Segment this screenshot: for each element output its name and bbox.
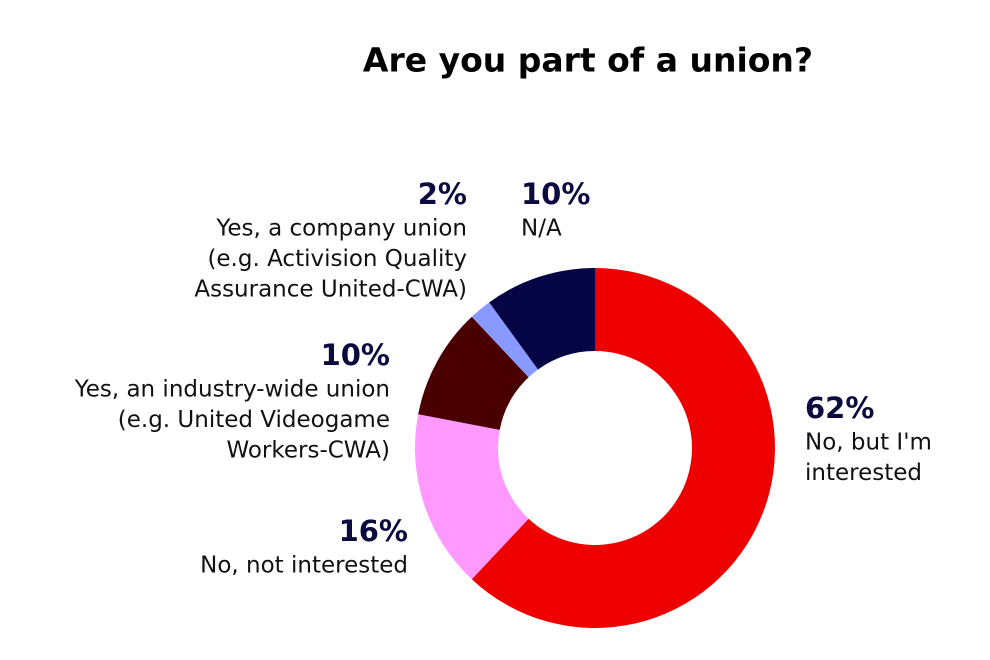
value-label: 2% xyxy=(418,177,467,211)
category-label: Assurance United-CWA) xyxy=(194,277,467,303)
donut-slice xyxy=(471,268,776,629)
donut-slice xyxy=(471,302,538,378)
category-label: (e.g. United Videogame xyxy=(118,407,390,433)
category-label: (e.g. Activision Quality xyxy=(207,246,467,272)
value-label: 16% xyxy=(339,514,408,548)
category-label: interested xyxy=(805,460,922,486)
chart-title: Are you part of a union? xyxy=(363,41,813,80)
donut-slice xyxy=(418,316,529,430)
donut-slice xyxy=(489,268,595,370)
category-label: Yes, an industry-wide union xyxy=(74,377,390,403)
category-label: No, but I'm xyxy=(805,430,932,456)
value-label: 10% xyxy=(321,338,390,372)
category-label: No, not interested xyxy=(200,553,408,579)
value-label: 10% xyxy=(521,177,590,211)
value-label: 62% xyxy=(805,391,874,425)
category-label: N/A xyxy=(521,216,562,242)
donut-slice xyxy=(415,414,529,580)
category-label: Workers-CWA) xyxy=(226,438,390,464)
category-label: Yes, a company union xyxy=(215,216,467,242)
